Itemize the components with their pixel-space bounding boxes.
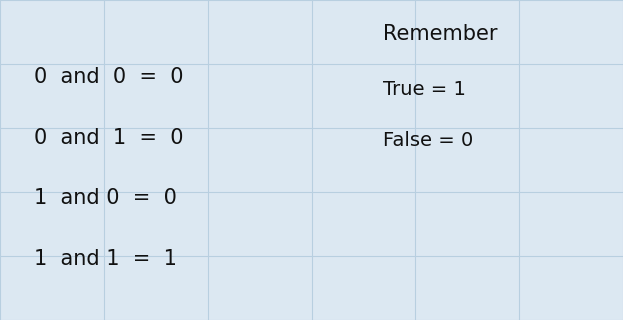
Text: False = 0: False = 0 — [383, 131, 473, 150]
Text: 1  and 1  =  1: 1 and 1 = 1 — [34, 249, 177, 269]
Text: 1  and 0  =  0: 1 and 0 = 0 — [34, 188, 177, 208]
Text: Remember: Remember — [383, 24, 498, 44]
Text: True = 1: True = 1 — [383, 80, 466, 99]
Text: 0  and  1  =  0: 0 and 1 = 0 — [34, 128, 184, 148]
Text: 0  and  0  =  0: 0 and 0 = 0 — [34, 67, 184, 87]
